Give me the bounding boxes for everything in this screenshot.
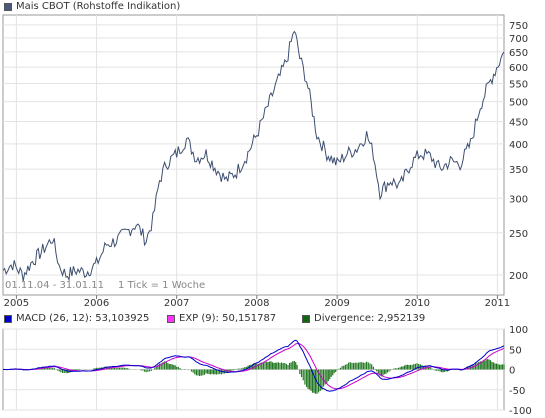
price-y-tick-label: 200 [509, 271, 528, 282]
x-tick-label: 2008 [244, 298, 269, 309]
price-chart-panel: 200 250 300 350 400 450 500 550 600 650 700 750 2005… [2, 14, 528, 309]
price-y-tick-label: 450 [509, 118, 528, 129]
price-y-tick-label: 250 [509, 229, 528, 240]
divergence-legend-label: Divergence: 2,952139 [314, 313, 426, 324]
price-y-tick-label: 300 [509, 194, 528, 205]
price-series-line [2, 30, 505, 282]
macd-legend-exp: EXP (9): 50,151787 [167, 313, 276, 325]
x-tick-label: 2011 [485, 298, 510, 309]
price-y-tick-label: 600 [509, 63, 528, 74]
price-plot-frame [2, 14, 505, 296]
x-tick-label: 2007 [164, 298, 189, 309]
macd-legend-swatch [4, 315, 12, 323]
divergence-legend-swatch [302, 315, 310, 323]
price-y-tick-label: 350 [509, 165, 528, 176]
macd-chart-panel: 100 50 0 -50 -100 [2, 325, 532, 417]
tick-note-text: 1 Tick = 1 Woche [118, 280, 206, 291]
price-y-tick-label: 650 [509, 48, 528, 59]
price-legend: Mais CBOT (Rohstoffe Indikation) [4, 1, 180, 13]
x-tick-label: 2010 [405, 298, 430, 309]
macd-legend-label: MACD (26, 12): 53,103925 [16, 313, 150, 324]
macd-y-tick-label: 0 [509, 366, 515, 377]
price-y-tick-label: 400 [509, 140, 528, 151]
exp-legend-swatch [167, 315, 175, 323]
range-note-text: 01.11.04 - 31.01.11 [5, 280, 105, 291]
x-tick-label: 2009 [324, 298, 349, 309]
x-tick-label: 2005 [4, 298, 29, 309]
price-y-tick-label: 700 [509, 34, 528, 45]
price-legend-swatch [4, 3, 12, 11]
exp-legend-label: EXP (9): 50,151787 [179, 313, 277, 324]
macd-y-tick-label: -50 [509, 386, 525, 397]
x-tick-label: 2006 [84, 298, 109, 309]
price-chart-title: Mais CBOT (Rohstoffe Indikation) [16, 1, 181, 12]
price-y-tick-label: 750 [509, 21, 528, 32]
macd-legend-divergence: Divergence: 2,952139 [302, 313, 425, 325]
price-y-tick-label: 550 [509, 80, 528, 91]
macd-legend-macd: MACD (26, 12): 53,103925 [4, 313, 149, 325]
price-y-tick-label: 500 [509, 98, 528, 109]
macd-y-tick-label: 50 [509, 345, 522, 356]
macd-y-tick-label: -100 [509, 406, 532, 417]
macd-line [2, 339, 505, 392]
range-note: 01.11.04 - 31.01.11 1 Tick = 1 Woche [5, 280, 205, 292]
macd-y-tick-label: 100 [509, 325, 528, 336]
